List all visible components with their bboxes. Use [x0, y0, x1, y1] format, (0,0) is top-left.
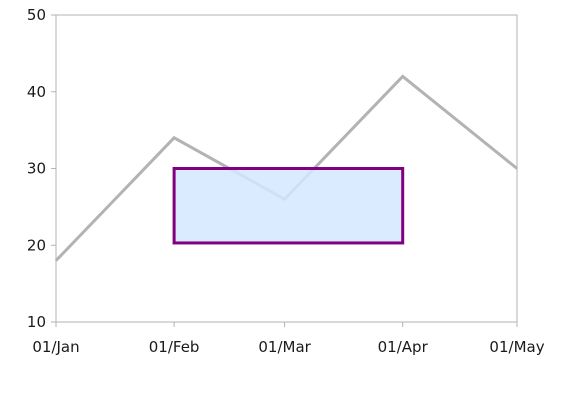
x-tick-label: 01/Mar: [258, 338, 311, 356]
x-tick-label: 01/May: [489, 338, 544, 356]
x-tick-label: 01/Jan: [32, 338, 79, 356]
x-tick-label: 01/Feb: [149, 338, 200, 356]
y-tick-label: 50: [27, 6, 46, 24]
y-tick-label: 20: [27, 236, 46, 254]
y-tick-label: 10: [27, 313, 46, 331]
y-tick-label: 40: [27, 83, 46, 101]
x-tick-label: 01/Apr: [378, 338, 429, 356]
y-tick-label: 30: [27, 160, 46, 178]
annotation-rectangle: [172, 167, 405, 245]
